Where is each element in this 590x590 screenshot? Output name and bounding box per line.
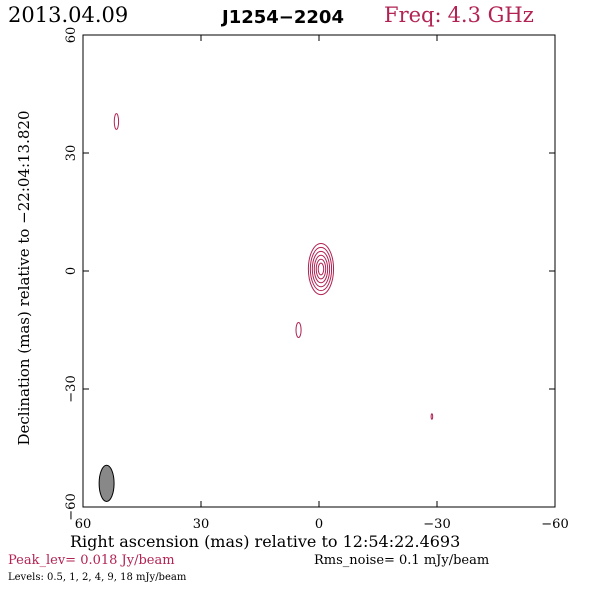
y-tick-label: 60	[64, 27, 79, 44]
frequency: Freq: 4.3 GHz	[384, 2, 534, 28]
faint-component-contour	[295, 322, 302, 338]
x-tick-label: 0	[315, 517, 323, 532]
contour-level-2	[309, 246, 333, 292]
contour-level-6	[317, 262, 325, 276]
peak-level: Peak_lev= 0.018 Jy/beam	[8, 553, 175, 568]
y-axis-label: Declination (mas) relative to −22:04:13.…	[15, 110, 33, 446]
faint-component-contour	[430, 413, 434, 420]
contour-level-1	[307, 242, 335, 296]
y-tick-label: 30	[64, 145, 79, 162]
contour-level-3	[311, 250, 331, 288]
y-tick-label: −30	[64, 375, 79, 402]
observation-date: 2013.04.09	[8, 3, 129, 27]
frequency-value: 4.3 GHz	[447, 3, 534, 27]
x-tick-label: −60	[541, 517, 568, 532]
plot-frame	[82, 34, 556, 508]
x-tick-label: 60	[75, 517, 92, 532]
y-tick-label: −60	[64, 493, 79, 520]
frequency-label: Freq:	[384, 3, 442, 27]
x-axis-label: Right ascension (mas) relative to 12:54:…	[70, 532, 461, 551]
rms-noise: Rms_noise= 0.1 mJy/beam	[314, 553, 490, 568]
x-tick-label: 30	[193, 517, 210, 532]
faint-component-contour	[113, 113, 120, 130]
beam-ellipse	[98, 464, 115, 502]
contour-levels: Levels: 0.5, 1, 2, 4, 9, 18 mJy/beam	[8, 572, 187, 583]
y-tick-label: 0	[64, 267, 79, 275]
x-tick-label: −30	[423, 517, 450, 532]
contour-level-4	[313, 254, 329, 284]
source-name: J1254−2204	[222, 7, 344, 28]
contour-level-5	[315, 258, 327, 280]
